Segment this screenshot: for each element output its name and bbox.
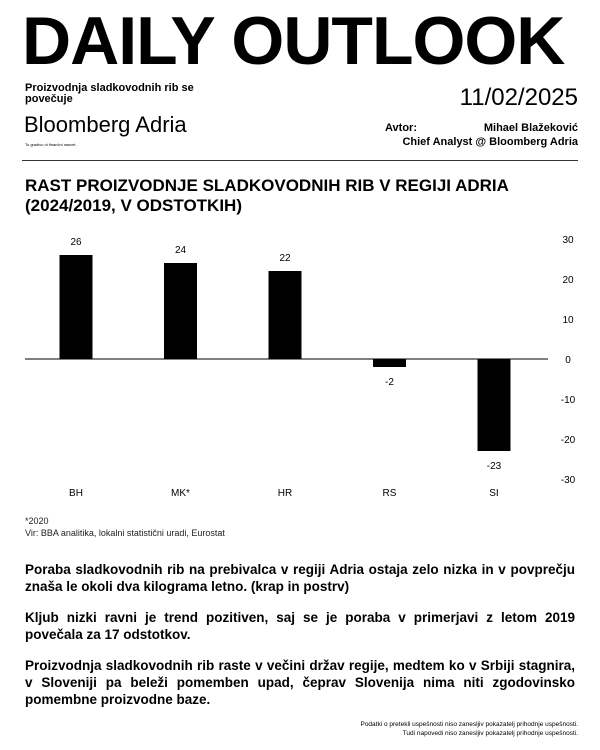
- data-label: 26: [70, 237, 82, 248]
- footer-line: Tudi napovedi niso zanesljiv pokazatelj …: [402, 730, 578, 737]
- data-label: 24: [175, 245, 187, 256]
- footer-disclaimer: Podatki o pretekli uspešnosti niso zanes…: [360, 720, 578, 738]
- y-tick-label: 30: [562, 235, 574, 246]
- report-title: DAILY OUTLOOK: [22, 3, 565, 79]
- divider: [22, 160, 578, 161]
- author-label: Avtor:: [385, 122, 417, 134]
- x-tick-label: SI: [489, 488, 498, 499]
- bar: [373, 359, 406, 367]
- footer-line: Podatki o pretekli uspešnosti niso zanes…: [360, 721, 578, 728]
- paragraph: Kljub nizki ravni je trend pozitiven, sa…: [25, 610, 575, 642]
- bar-chart: 30 20 10 0 -10 -20 -30 26 BH 24 MK* 22 HR -2 RS -23 SI: [25, 235, 576, 499]
- author-role: Chief Analyst @ Bloomberg Adria: [402, 136, 578, 148]
- chart-notes: *2020 Vir: BBA analitika, lokalni statis…: [25, 515, 225, 539]
- paragraph: Poraba sladkovodnih rib na prebivalca v …: [25, 562, 575, 594]
- report-subtitle: Proizvodnja sladkovodnih rib se povečuje: [25, 82, 194, 105]
- y-tick-label: 20: [562, 275, 574, 286]
- x-tick-label: RS: [383, 488, 397, 499]
- x-tick-label: HR: [278, 488, 292, 499]
- report-date: 11/02/2025: [459, 84, 578, 111]
- disclaimer: To gradivo ni finančni nasvet.: [25, 142, 77, 147]
- chart-title: RAST PROIZVODNJE SLADKOVODNIH RIB V REGI…: [25, 176, 509, 215]
- data-label: 22: [279, 253, 291, 264]
- bar: [268, 271, 302, 359]
- bar: [477, 359, 511, 451]
- paragraph: Proizvodnja sladkovodnih rib raste v več…: [25, 658, 575, 707]
- author-name: Mihael Blažeković: [483, 122, 578, 134]
- data-label: -2: [385, 377, 394, 388]
- y-tick-label: 10: [562, 315, 574, 326]
- y-tick-label: -10: [561, 395, 576, 406]
- x-tick-label: MK*: [171, 488, 190, 499]
- brand-logo: Bloomberg Adria: [24, 112, 187, 137]
- footnote: *2020: [25, 516, 49, 526]
- bar: [59, 255, 93, 359]
- bar: [164, 263, 197, 359]
- y-tick-label: -30: [561, 475, 576, 486]
- y-tick-label: 0: [565, 355, 571, 366]
- source: Vir: BBA analitika, lokalni statistični …: [25, 528, 225, 538]
- data-label: -23: [487, 461, 502, 472]
- x-tick-label: BH: [69, 488, 83, 499]
- y-tick-label: -20: [561, 435, 576, 446]
